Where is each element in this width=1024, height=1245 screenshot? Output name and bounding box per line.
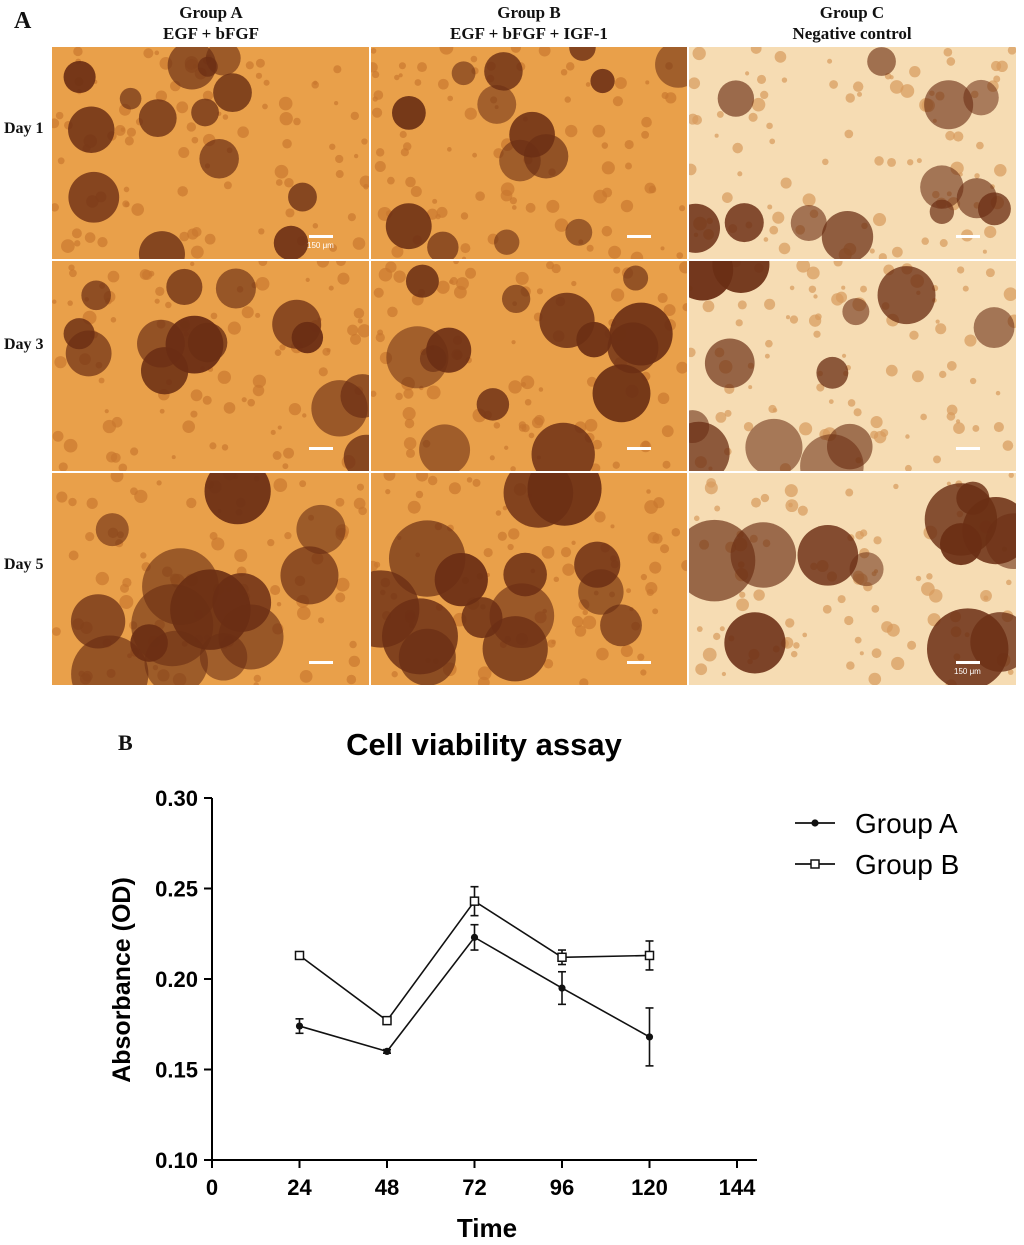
column-title: Group A [179, 3, 243, 22]
row-label-day-1: Day 1 [4, 120, 44, 137]
panel-b-letter: B [118, 730, 133, 755]
scale-label: 150 μm [307, 241, 334, 250]
data-point-group-a [295, 1022, 304, 1030]
data-point-group-b [294, 950, 305, 961]
row-label-day-5: Day 5 [4, 556, 44, 573]
micrograph-group-b-day-5 [371, 473, 687, 685]
legend-marker-group-b [810, 859, 820, 869]
column-header-group-b: Group B EGF + bFGF + IGF-1 [370, 2, 688, 44]
data-point-group-a [470, 933, 479, 941]
column-subtitle: Negative control [792, 24, 912, 43]
x-tick-label: 96 [550, 1175, 574, 1200]
column-subtitle: EGF + bFGF + IGF-1 [450, 24, 608, 43]
data-point-group-b [644, 950, 655, 961]
x-tick-label: 48 [375, 1175, 399, 1200]
column-title: Group B [497, 3, 561, 22]
row-label-day-3: Day 3 [4, 336, 44, 353]
column-title: Group C [819, 3, 885, 22]
micrograph-group-c-day-3 [689, 261, 1016, 471]
data-point-group-b [469, 896, 480, 906]
x-tick-label: 0 [206, 1175, 218, 1200]
micrograph-group-b-day-1 [371, 47, 687, 259]
legend-marker-group-a [811, 819, 819, 827]
micrograph-group-a-day-1: 150 μm [52, 47, 369, 259]
data-point-group-a [383, 1047, 391, 1055]
micrograph-group-c-day-1 [689, 47, 1016, 259]
micrograph-group-b-day-3 [371, 261, 687, 471]
y-tick-label: 0.15 [155, 1058, 198, 1083]
scale-bar [956, 661, 980, 664]
chart-title: Cell viability assay [346, 727, 622, 762]
y-tick-label: 0.20 [155, 967, 198, 992]
y-tick-label: 0.25 [155, 877, 198, 902]
x-tick-label: 72 [462, 1175, 486, 1200]
data-point-group-b [382, 1015, 392, 1026]
x-tick-label: 24 [287, 1175, 312, 1200]
micrograph-group-c-day-5: 150 μm [689, 473, 1016, 685]
scale-bar [956, 447, 980, 450]
x-tick-label: 144 [719, 1175, 756, 1200]
scale-bar [627, 661, 651, 664]
y-tick-label: 0.10 [155, 1148, 198, 1173]
cell-viability-chart: Cell viability assay Absorbance (OD) Tim… [108, 727, 959, 1243]
x-axis-label: Time [457, 1213, 517, 1243]
x-tick-label: 120 [631, 1175, 668, 1200]
data-point-group-a [558, 984, 566, 992]
scale-bar [627, 235, 651, 238]
y-tick-label: 0.30 [155, 786, 198, 811]
column-header-group-c: Group C Negative control [688, 2, 1016, 44]
scale-bar [309, 235, 333, 238]
micrograph-group-a-day-3 [52, 261, 369, 471]
legend-label-group-b: Group B [855, 849, 959, 880]
scale-bar [309, 447, 333, 450]
data-point-group-a [645, 1033, 654, 1041]
scale-bar [956, 235, 980, 238]
scale-label: 150 μm [954, 667, 981, 676]
series-line-group-b [299, 900, 650, 1022]
column-header-group-a: Group A EGF + bFGF [52, 2, 370, 44]
data-point-group-b [557, 952, 567, 963]
panel-a-letter: A [14, 8, 32, 34]
legend-label-group-a: Group A [855, 808, 958, 839]
micrograph-group-a-day-5 [52, 473, 369, 685]
y-axis-label: Absorbance (OD) [108, 877, 136, 1083]
scale-bar [627, 447, 651, 450]
scale-bar [309, 661, 333, 664]
column-subtitle: EGF + bFGF [163, 24, 259, 43]
